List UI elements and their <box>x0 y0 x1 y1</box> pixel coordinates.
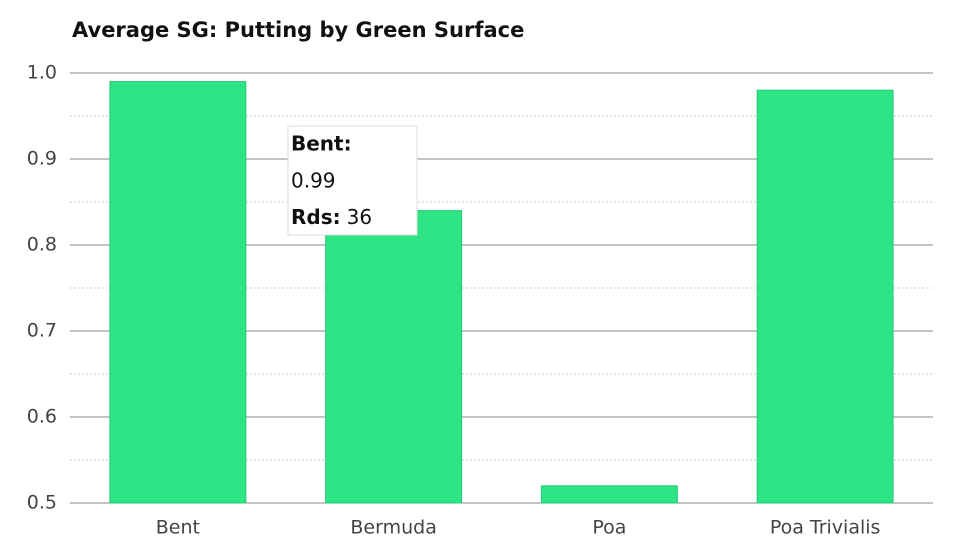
y-tick-label: 1.0 <box>27 62 57 84</box>
tooltip: Bent: 0.99 Rds: 36 <box>287 125 418 236</box>
y-tick-label: 0.7 <box>27 320 57 342</box>
y-tick-label: 0.6 <box>27 406 57 428</box>
x-tick-label: Bermuda <box>350 517 436 539</box>
tooltip-rounds-label: Rds: <box>291 205 341 229</box>
tooltip-rounds: Rds: 36 <box>291 205 372 229</box>
chart-title: Average SG: Putting by Green Surface <box>72 18 524 42</box>
y-tick-label: 0.9 <box>27 148 57 170</box>
bar <box>109 81 247 504</box>
y-tick-label: 0.8 <box>27 234 57 256</box>
tooltip-title: Bent: <box>291 132 352 156</box>
bar <box>540 485 678 504</box>
tooltip-box <box>287 125 418 236</box>
x-tick-label: Bent <box>156 517 200 539</box>
bar <box>756 89 894 504</box>
x-tick-label: Poa <box>592 517 626 539</box>
tooltip-rounds-value: 36 <box>347 205 372 229</box>
x-tick-label: Poa Trivialis <box>770 517 881 539</box>
tooltip-value: 0.99 <box>291 169 336 193</box>
bar <box>325 210 463 504</box>
y-tick-label: 0.5 <box>27 492 57 514</box>
